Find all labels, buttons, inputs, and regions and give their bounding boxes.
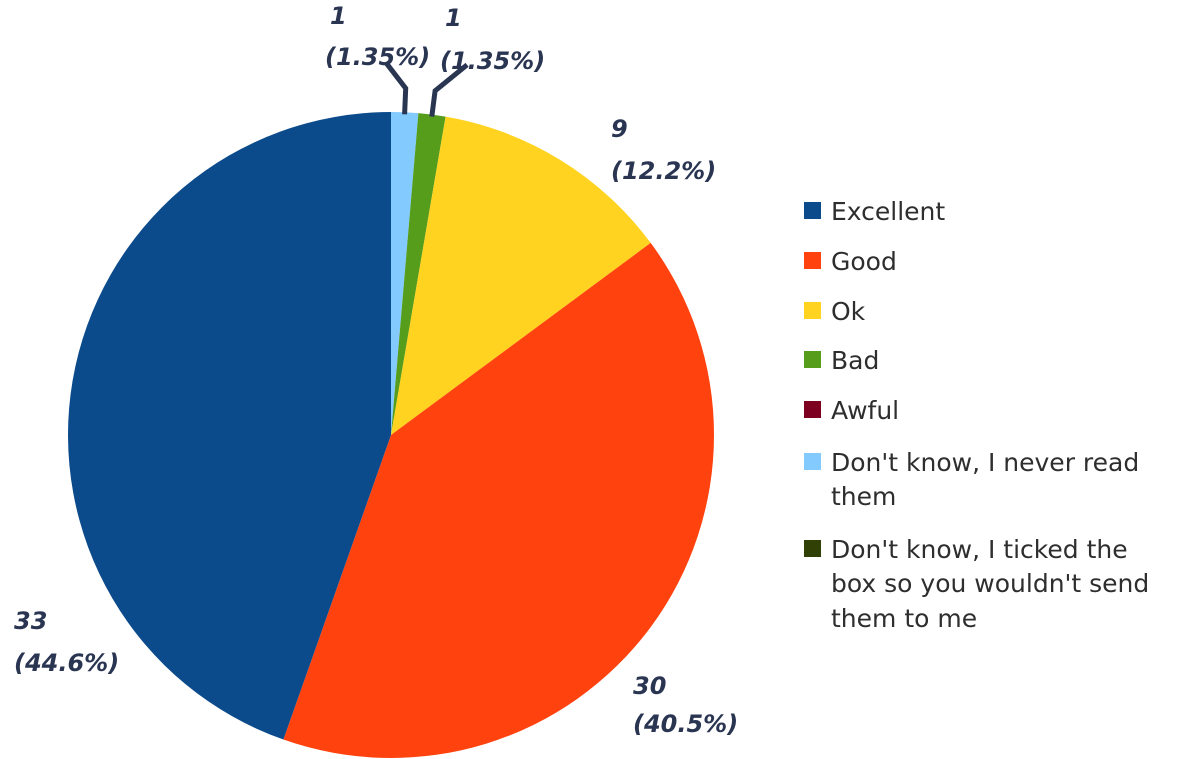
legend-item-dont-know-ticked-box: Don't know, I ticked the box so you woul… — [804, 535, 1157, 633]
legend: Excellent Good Ok Bad Awful — [804, 197, 1157, 633]
legend-item-bad: Bad — [804, 346, 879, 375]
data-label-dont-know-never-read-percent: (1.35%) — [325, 43, 430, 71]
legend-item-good: Good — [804, 247, 897, 276]
data-label-bad-value: 1 — [445, 4, 462, 32]
data-label-excellent: 33 (44.6%) — [14, 607, 119, 677]
legend-label-bad: Bad — [831, 346, 879, 375]
data-label-excellent-percent: (44.6%) — [14, 649, 119, 677]
data-label-good: 30 (40.5%) — [633, 672, 738, 738]
pie-slices — [68, 112, 715, 758]
legend-swatch-good — [804, 252, 821, 269]
data-label-ok-value: 9 — [611, 115, 628, 143]
pie-slice-don-t-know-i-never-read-them — [391, 112, 419, 435]
data-label-dont-know-never-read: 1 (1.35%) — [325, 2, 430, 71]
leader-lines — [383, 60, 469, 117]
data-label-ok: 9 (12.2%) — [611, 115, 716, 185]
pie-slice-ok — [391, 116, 651, 436]
legend-item-awful: Awful — [804, 396, 899, 425]
legend-label-awful: Awful — [831, 396, 899, 425]
leader-line-dont-know-never-read — [383, 60, 409, 115]
legend-item-ok: Ok — [804, 297, 866, 326]
legend-swatch-excellent — [804, 202, 821, 219]
legend-label-dont-know-never-read: Don't know, I never read them — [831, 448, 1147, 511]
data-label-good-percent: (40.5%) — [633, 710, 738, 738]
legend-swatch-ok — [804, 302, 821, 319]
data-label-excellent-value: 33 — [14, 607, 47, 635]
data-label-bad-percent: (1.35%) — [440, 47, 545, 75]
legend-swatch-dont-know-never-read — [804, 453, 821, 470]
data-label-good-value: 30 — [633, 672, 666, 700]
pie-slice-excellent — [68, 112, 391, 740]
pie-slice-bad — [391, 113, 446, 435]
data-label-bad: 1 (1.35%) — [440, 4, 545, 75]
data-label-ok-percent: (12.2%) — [611, 157, 716, 185]
legend-label-good: Good — [831, 247, 897, 276]
data-label-dont-know-never-read-value: 1 — [330, 2, 347, 30]
legend-swatch-dont-know-ticked-box — [804, 540, 821, 557]
legend-label-excellent: Excellent — [831, 197, 945, 226]
legend-item-dont-know-never-read: Don't know, I never read them — [804, 448, 1147, 511]
legend-swatch-awful — [804, 401, 821, 418]
legend-item-excellent: Excellent — [804, 197, 945, 226]
legend-label-dont-know-ticked-box: Don't know, I ticked the box so you woul… — [831, 535, 1157, 633]
legend-label-ok: Ok — [831, 297, 866, 326]
leader-line-bad — [429, 62, 469, 117]
legend-swatch-bad — [804, 351, 821, 368]
pie-slice-good — [283, 242, 715, 758]
data-labels: 33 (44.6%) 30 (40.5%) 9 (12.2%) 1 (1.35%… — [14, 2, 738, 738]
